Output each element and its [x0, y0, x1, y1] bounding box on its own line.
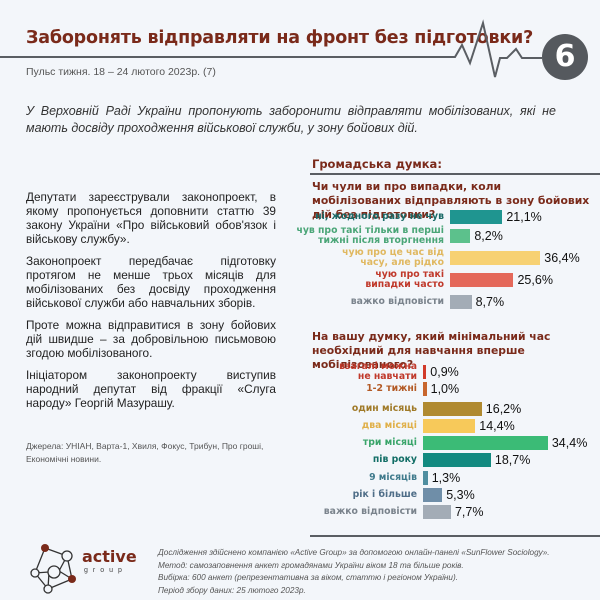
- bar: [423, 453, 491, 467]
- chart-row: пів року 18,7%: [300, 451, 600, 471]
- bar: [423, 402, 482, 416]
- issue-number-badge: 6: [542, 34, 588, 80]
- opinion-heading: Громадська думка:: [312, 157, 442, 171]
- bar-label: чую про це час від часу, але рідко: [342, 247, 444, 268]
- bar-value: 1,0%: [430, 382, 460, 396]
- chart-row: рік і більше 5,3%: [300, 486, 600, 506]
- bar: [450, 229, 471, 243]
- bar: [423, 505, 451, 519]
- bar: [450, 273, 514, 287]
- bar: [423, 419, 476, 433]
- header-divider: [0, 56, 455, 58]
- bar-value: 34,4%: [551, 436, 588, 450]
- lead-paragraph: У Верховній Раді України пропонують забо…: [26, 104, 556, 135]
- bar-label: пів року: [372, 454, 417, 465]
- chart-row: важко відповісти 7,7%: [300, 503, 600, 523]
- bar-label: чув про такі тільки в перші тижні після в…: [296, 225, 444, 246]
- body-paragraph: Ініціатором законопроекту виступив народ…: [26, 368, 276, 410]
- chart-row: два місяці 14,4%: [300, 417, 600, 437]
- bar-value: 25,6%: [517, 273, 553, 287]
- heartbeat-pulse-icon: [440, 19, 542, 78]
- bar: [423, 488, 443, 502]
- bar: [423, 436, 548, 450]
- logo-subtext: group: [84, 567, 127, 574]
- body-paragraph: Депутати зареєстрували законопроект, в я…: [26, 190, 276, 246]
- bar-value: 8,2%: [474, 229, 503, 243]
- bar-label: 1-2 тижні: [366, 383, 417, 394]
- chart-row: чую про такі випадки часто 25,6%: [300, 269, 600, 291]
- active-group-logo-icon: [30, 544, 76, 594]
- body-paragraph: Законопроект передбачає підготовку протя…: [26, 254, 276, 310]
- bar-value: 14,4%: [479, 419, 515, 433]
- bar-label: важко відповісти: [350, 296, 444, 307]
- bar-value: 36,4%: [544, 251, 580, 265]
- bar-label: 9 місяців: [369, 472, 417, 483]
- bar: [450, 251, 541, 265]
- methodology-line: Період збору даних: 25 лютого 2023р.: [158, 585, 306, 595]
- methodology-line: Вибірка: 600 анкет (репрезентативна за в…: [158, 573, 458, 582]
- chart-row: ні, жодного разу не чув 21,1%: [300, 208, 600, 228]
- bar-label: три місяці: [362, 437, 417, 448]
- sources-note: Джерела: УНІАН, Варта-1, Хвиля, Фокус, Т…: [26, 441, 264, 464]
- bar-value: 16,2%: [485, 402, 522, 416]
- chart-row: 1-2 тижні 1,0%: [300, 380, 600, 400]
- bar: [423, 365, 427, 379]
- chart-row: чув про такі тільки в перші тижні після в…: [296, 226, 600, 247]
- body-text: Депутати зареєстрували законопроект, в я…: [26, 190, 276, 418]
- chart-row: чую про це час від часу, але рідко 36,4%: [300, 247, 600, 269]
- bar-label: рік і більше: [352, 489, 417, 500]
- bar-label: ні, жодного разу не чув: [315, 211, 444, 222]
- chart-row: три місяці 34,4%: [300, 434, 600, 454]
- bar-value: 7,7%: [454, 505, 484, 519]
- page-subtitle: Пульс тижня. 18 – 24 лютого 2023р. (7): [26, 66, 216, 78]
- bar: [423, 471, 428, 485]
- body-paragraph: Проте можна відправитися в зону бойових …: [26, 318, 276, 360]
- bar-value: 8,7%: [475, 295, 505, 309]
- chart-row: важко відповісти 8,7%: [300, 293, 600, 313]
- bar: [450, 210, 503, 224]
- bar-label: два місяці: [361, 420, 417, 431]
- chart-row: один місяць 16,2%: [300, 400, 600, 420]
- bar-value: 21,1%: [506, 210, 542, 224]
- bar-value: 5,3%: [446, 488, 475, 502]
- methodology-line: Дослідження здійснено компанією «Active …: [158, 548, 550, 557]
- logo-wordmark: active: [82, 547, 137, 566]
- bar: [450, 295, 472, 309]
- bar-label: чую про такі випадки часто: [365, 269, 444, 290]
- bar-label: один місяць: [351, 403, 417, 414]
- chart-2-question: На вашу думку, який мінімальний час необ…: [312, 330, 551, 371]
- methodology-line: Метод: самозаповнення анкет громадянами …: [158, 560, 464, 570]
- bar-label: важко відповісти: [323, 506, 417, 517]
- bar-value: 1,3%: [431, 471, 461, 485]
- page-title: Заборонять відправляти на фронт без підг…: [26, 28, 534, 48]
- chart-1-question: Чи чули ви про випадки, коли мобілізован…: [312, 180, 590, 221]
- chart-row: взагалі можна не навчати 0,9%: [300, 361, 600, 383]
- footer-divider: [310, 535, 600, 537]
- bar-value: 18,7%: [494, 453, 531, 467]
- bar-value: 0,9%: [430, 365, 459, 379]
- opinion-divider: [310, 173, 600, 175]
- chart-row: 9 місяців 1,3%: [300, 469, 600, 489]
- methodology-note: Дослідження здійснено компанією «Active …: [158, 547, 550, 597]
- bar: [423, 382, 427, 396]
- bar-label: взагалі можна не навчати: [339, 361, 417, 382]
